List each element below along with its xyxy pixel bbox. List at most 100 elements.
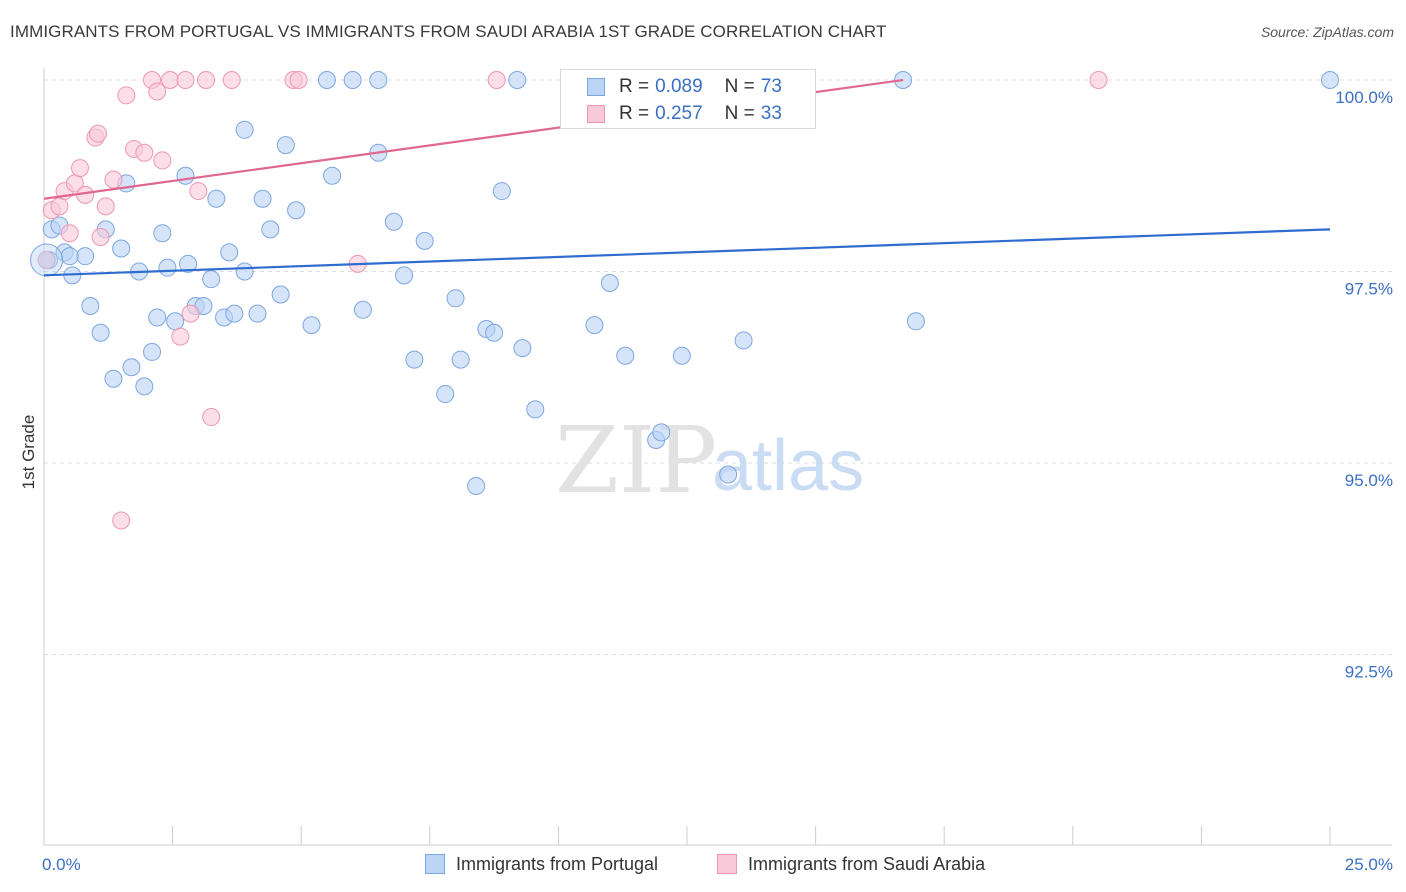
portugal-trend-line (43, 228, 1331, 277)
portugal-point (353, 300, 372, 319)
saudi-point (153, 151, 172, 170)
portugal-point (436, 385, 455, 404)
stats-legend-row-portugal: R = 0.089 N = 73 (587, 74, 782, 100)
saudi-point (202, 408, 221, 427)
portugal-point (60, 247, 79, 266)
saudi-point (148, 82, 167, 101)
portugal-point (143, 342, 162, 361)
portugal-point (323, 166, 342, 185)
stats-legend: R = 0.089 N = 73 R = 0.257 N = 33 (560, 69, 816, 129)
portugal-point (261, 220, 280, 239)
portugal-point (317, 71, 336, 89)
x-tick-label: 0.0% (42, 855, 81, 874)
saudi-point (181, 304, 200, 323)
y-tick-label: 92.5% (1345, 663, 1393, 682)
axes (43, 68, 1392, 846)
portugal-swatch (587, 78, 605, 96)
portugal-point (179, 254, 198, 273)
portugal-point (207, 189, 226, 208)
portugal-point (104, 369, 123, 388)
portugal-point (405, 350, 424, 369)
portugal-point (81, 296, 100, 315)
portugal-point (276, 136, 295, 155)
saudi-point (171, 327, 190, 346)
saudi-point (50, 197, 69, 216)
portugal-point (415, 231, 434, 250)
portugal-point (225, 304, 244, 323)
stats-legend-row-saudi: R = 0.257 N = 33 (587, 101, 782, 127)
n-label: N = (724, 76, 755, 97)
saudi-point (289, 71, 308, 89)
portugal-point (451, 350, 470, 369)
portugal-point (616, 346, 635, 365)
saudi-point (161, 71, 180, 89)
portugal-point (906, 312, 925, 331)
saudi-point (112, 511, 131, 530)
portugal-point (734, 331, 753, 350)
x-tick-label: 25.0% (1345, 855, 1393, 874)
r-value: 0.257 (655, 103, 703, 124)
saudi-point (176, 71, 195, 89)
saudi-point (135, 143, 154, 162)
portugal-point (135, 377, 154, 396)
portugal-point (395, 266, 414, 285)
portugal-point (202, 270, 221, 289)
portugal-point (112, 239, 131, 258)
portugal-point (148, 308, 167, 327)
portugal-point (585, 316, 604, 335)
r-label: R = (619, 76, 650, 97)
r-value: 0.089 (655, 76, 703, 97)
saudi-point (89, 124, 108, 143)
portugal-point (176, 166, 195, 185)
n-value: 33 (760, 103, 782, 124)
y-axis-title: 1st Grade (19, 415, 38, 490)
y-tick-label: 100.0% (1335, 88, 1393, 107)
saudi-point (37, 251, 56, 270)
portugal-point (235, 262, 254, 281)
portugal-point (369, 71, 388, 89)
portugal-point (91, 323, 110, 342)
portugal-point (235, 120, 254, 139)
portugal-point (302, 316, 321, 335)
portugal-point (1321, 71, 1339, 89)
n-value: 73 (760, 76, 782, 97)
legend-swatch-portugal (425, 854, 445, 874)
r-label: R = (619, 103, 650, 124)
portugal-point (248, 304, 267, 323)
portugal-point (271, 285, 290, 304)
portugal-cluster-point (30, 243, 64, 277)
legend-item-portugal: Immigrants from Portugal (425, 852, 658, 876)
legend-item-saudi: Immigrants from Saudi Arabia (717, 852, 985, 876)
portugal-point (600, 273, 619, 292)
portugal-point (508, 71, 527, 89)
portugal-point (492, 182, 511, 201)
saudi-point (60, 224, 79, 243)
portugal-point (343, 71, 362, 89)
portugal-point (166, 312, 185, 331)
portugal-point (158, 258, 177, 277)
portugal-point (467, 476, 486, 495)
watermark-zip: ZIP (555, 407, 717, 514)
portugal-point (719, 465, 738, 484)
legend-label-portugal: Immigrants from Portugal (456, 853, 659, 874)
portugal-point (446, 289, 465, 308)
saudi-point (487, 71, 506, 89)
portugal-point (122, 358, 141, 377)
saudi-point (96, 197, 115, 216)
saudi-point (104, 170, 123, 189)
saudi-point (1089, 71, 1108, 89)
y-tick-label: 97.5% (1345, 280, 1393, 299)
zipatlas-watermark: ZIP atlas (555, 407, 864, 514)
portugal-point (153, 224, 172, 243)
chart-title: IMMIGRANTS FROM PORTUGAL VS IMMIGRANTS F… (10, 22, 887, 41)
portugal-point (287, 201, 306, 220)
portugal-point (513, 339, 532, 358)
source-label: Source: ZipAtlas.com (1260, 24, 1394, 40)
y-tick-label: 95.0% (1345, 471, 1393, 490)
n-label: N = (724, 103, 755, 124)
gridlines (44, 79, 1392, 655)
saudi-point (189, 182, 208, 201)
portugal-point (526, 400, 545, 419)
portugal-point (253, 189, 272, 208)
